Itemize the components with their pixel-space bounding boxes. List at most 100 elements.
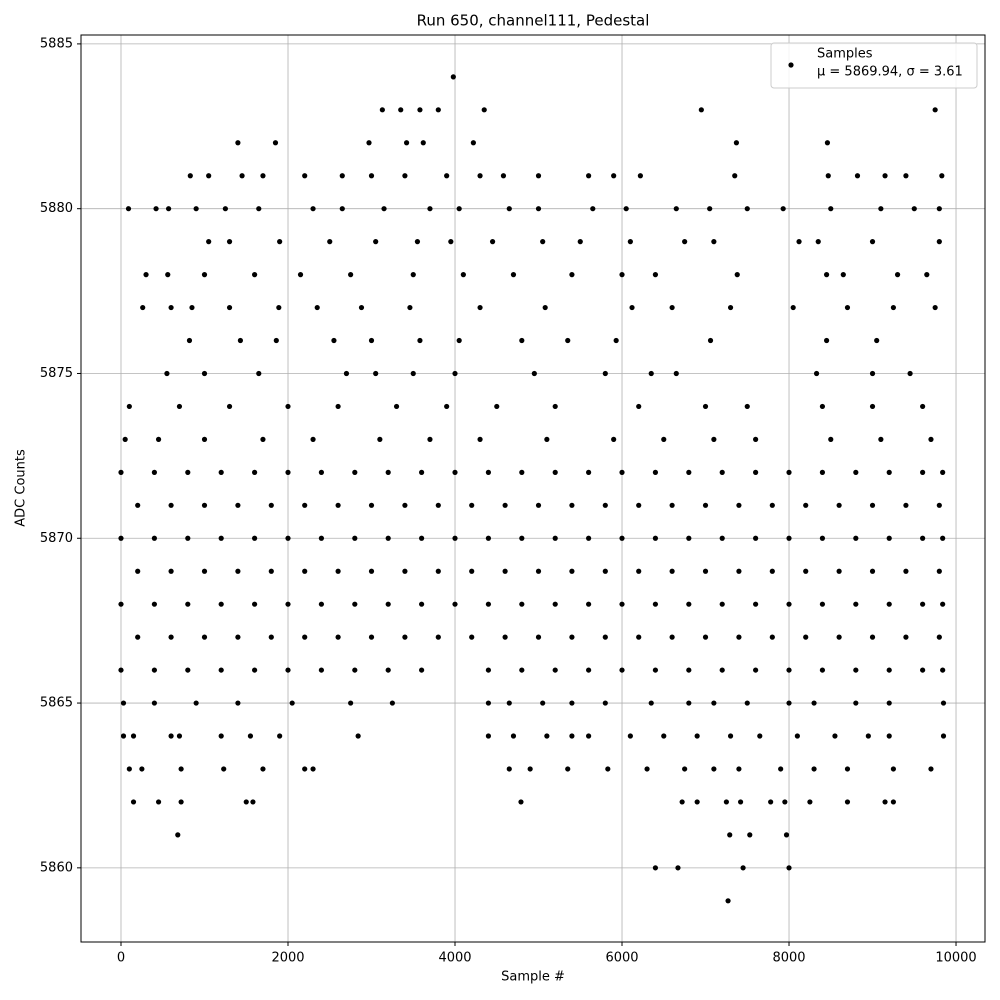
point xyxy=(920,535,926,541)
point xyxy=(940,667,946,673)
point xyxy=(836,502,842,508)
point xyxy=(273,337,279,344)
point xyxy=(786,667,792,673)
chart-title: Run 650, channel111, Pedestal xyxy=(417,12,650,30)
point xyxy=(348,700,354,706)
point xyxy=(702,568,709,574)
point xyxy=(744,206,750,212)
point xyxy=(636,403,642,410)
point xyxy=(768,799,774,805)
point xyxy=(844,304,851,311)
point xyxy=(836,634,842,640)
point xyxy=(586,667,592,673)
point xyxy=(669,304,675,311)
point xyxy=(828,436,834,442)
point xyxy=(140,304,146,311)
point xyxy=(175,832,181,838)
point xyxy=(250,799,256,805)
point xyxy=(419,469,425,475)
point xyxy=(385,469,391,475)
y-tick-label: 5885 xyxy=(40,36,73,51)
point xyxy=(627,239,633,245)
point xyxy=(456,337,462,344)
point xyxy=(652,865,659,871)
point xyxy=(939,173,945,179)
point xyxy=(402,173,408,179)
point xyxy=(502,502,508,508)
point xyxy=(285,535,291,541)
point xyxy=(519,337,525,344)
point xyxy=(379,107,385,113)
point xyxy=(734,272,740,278)
point xyxy=(444,403,450,410)
point xyxy=(823,272,830,278)
point xyxy=(928,766,934,772)
point xyxy=(126,403,132,410)
point xyxy=(669,502,675,508)
point xyxy=(385,601,391,607)
point xyxy=(168,634,174,640)
point xyxy=(506,766,512,772)
point xyxy=(698,107,704,113)
point xyxy=(460,272,466,278)
point xyxy=(335,634,341,640)
point xyxy=(352,667,358,673)
point xyxy=(222,206,228,212)
point xyxy=(552,469,558,475)
point xyxy=(419,535,425,541)
point xyxy=(235,634,241,640)
point xyxy=(619,535,625,541)
point xyxy=(652,469,659,475)
point xyxy=(193,206,199,212)
point xyxy=(753,535,759,541)
point xyxy=(940,601,946,607)
point xyxy=(661,436,667,442)
point xyxy=(711,766,717,772)
point xyxy=(869,502,876,508)
point xyxy=(178,799,184,805)
point xyxy=(686,469,692,475)
point xyxy=(637,173,643,179)
point xyxy=(747,832,753,838)
point xyxy=(403,140,410,146)
point xyxy=(185,535,191,541)
point xyxy=(824,140,831,146)
point xyxy=(675,865,681,871)
point xyxy=(310,766,316,772)
point xyxy=(318,469,325,475)
grid xyxy=(81,35,985,942)
point xyxy=(682,766,688,772)
x-tick-label: 6000 xyxy=(605,951,638,966)
point xyxy=(740,865,746,871)
point xyxy=(452,370,458,377)
point xyxy=(586,469,592,475)
point xyxy=(586,601,592,607)
point xyxy=(811,766,817,772)
point xyxy=(335,568,341,574)
point xyxy=(673,370,679,377)
point xyxy=(686,700,692,706)
point xyxy=(903,568,909,574)
point xyxy=(928,436,934,442)
points xyxy=(118,74,947,904)
point xyxy=(260,766,266,772)
point xyxy=(310,206,316,212)
point xyxy=(318,667,325,673)
point xyxy=(602,634,608,640)
point xyxy=(448,239,454,245)
point xyxy=(627,733,633,739)
y-tick-label: 5880 xyxy=(40,201,73,216)
point xyxy=(757,733,763,739)
point xyxy=(719,667,725,673)
point xyxy=(924,272,930,278)
point xyxy=(874,337,880,344)
point xyxy=(276,304,282,311)
point xyxy=(652,601,659,607)
point xyxy=(352,535,358,541)
point xyxy=(753,667,759,673)
point xyxy=(368,634,375,640)
point xyxy=(853,667,859,673)
point xyxy=(235,502,241,508)
point xyxy=(535,502,542,508)
point xyxy=(569,502,575,508)
